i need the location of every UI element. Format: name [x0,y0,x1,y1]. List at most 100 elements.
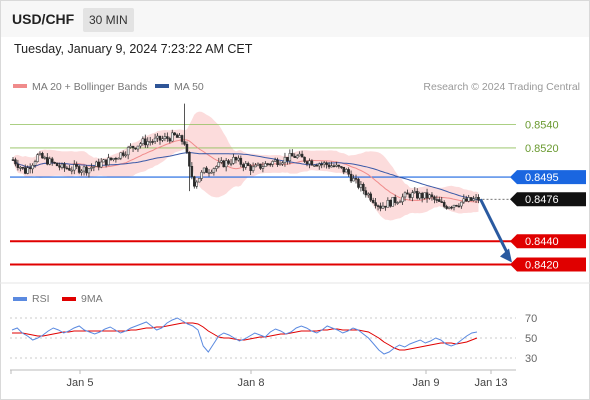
candle-body [369,193,372,201]
candle-body [340,166,343,168]
candle-body [411,192,414,198]
candle-body [244,163,247,168]
candle-body [318,163,321,167]
candle-body [124,154,127,157]
candle-body [266,163,270,165]
candle-body [465,198,468,202]
candle-body [425,192,429,199]
candle-body [90,167,93,169]
candle-body [92,166,96,168]
candle-body [291,153,294,157]
x-tick-label: Jan 13 [474,377,507,389]
candle-body [308,160,311,165]
support-tag-5 [510,257,586,272]
candle-body [384,205,387,208]
pivot-label: 0.8495 [525,172,559,184]
candle-body [259,163,262,169]
candle-body [401,196,404,203]
rsi-panel: 70 50 30 [10,313,537,365]
candle-body [200,171,203,179]
candle-body [315,165,319,167]
candle-body [102,159,105,163]
candle-body [131,145,135,149]
candle-body [344,169,348,173]
candle-body [389,200,392,207]
candle-body [193,176,196,187]
candle-body [303,156,306,162]
candle-body [53,162,56,164]
candle-body [48,158,51,165]
candle-body [237,157,240,161]
candle-body [134,147,137,150]
rsi-legend-label: RSI [32,293,50,305]
candle-body [300,153,304,158]
candle-body [65,167,69,170]
candle-body [403,192,407,198]
candle-body [391,197,394,207]
timeframe-button[interactable]: 30 MIN [83,8,134,32]
candle-body [413,191,417,194]
candle-body [158,135,162,141]
candle-body [288,153,292,162]
candle-body [161,138,164,141]
candle-body [50,158,54,163]
candle-body [273,159,277,162]
candle-body [151,141,154,143]
candle-body [215,166,218,169]
candle-body [114,157,118,160]
candle-body [60,163,64,168]
candle-body [295,155,299,158]
candle-body [107,157,110,166]
candle-body [31,165,34,170]
candle-body [80,170,83,173]
candle-body [349,173,353,182]
candle-body [278,163,282,166]
candle-body [82,166,86,172]
candle-body [175,134,179,138]
pivot-tag [510,170,586,185]
candle-body [75,164,78,167]
candle-body [371,199,375,203]
candle-body [148,141,152,143]
credit-label: Research © 2024 Trading Central [423,81,580,93]
resistance-label-1: 0.8520 [525,143,559,155]
candle-body [271,161,274,165]
candle-body [129,145,132,148]
x-axis: Jan 5 Jan 8 Jan 9 Jan 13 [10,370,508,389]
candle-body [14,159,17,165]
candle-body [234,156,238,161]
x-tick-label: Jan 9 [413,377,440,389]
candle-body [472,198,475,201]
candle-body [205,167,208,173]
candle-body [376,205,380,207]
rsi-tick-70: 70 [525,313,537,325]
candle-body [332,165,336,168]
chart-header: USD/CHF 30 MIN [1,1,589,37]
candle-body [293,155,296,158]
candle-body [450,206,453,209]
candle-body [210,171,213,174]
candle-body [428,194,431,199]
candle-body [455,204,458,207]
candle-body [168,138,172,142]
candle-body [438,199,441,202]
candle-body [73,164,76,171]
rsi-ma-legend-label: 9MA [81,293,103,305]
candle-body [99,161,103,168]
candle-body [474,197,478,200]
last-price-label: 0.8476 [525,194,559,206]
candle-body [445,206,448,209]
candle-body [381,205,385,209]
candle-body [325,162,328,166]
ma50-legend-swatch [155,84,169,88]
candle-body [139,143,142,147]
ma20-legend-label: MA 20 + Bollinger Bands [32,81,147,93]
candle-body [171,132,174,142]
timestamp-label: Tuesday, January 9, 2024 7:23:22 AM CET [14,42,253,56]
candle-body [63,163,66,169]
candle-body [357,178,360,188]
candle-body [246,163,250,166]
rsi-ma-line [12,322,478,351]
candle-body [122,152,125,156]
